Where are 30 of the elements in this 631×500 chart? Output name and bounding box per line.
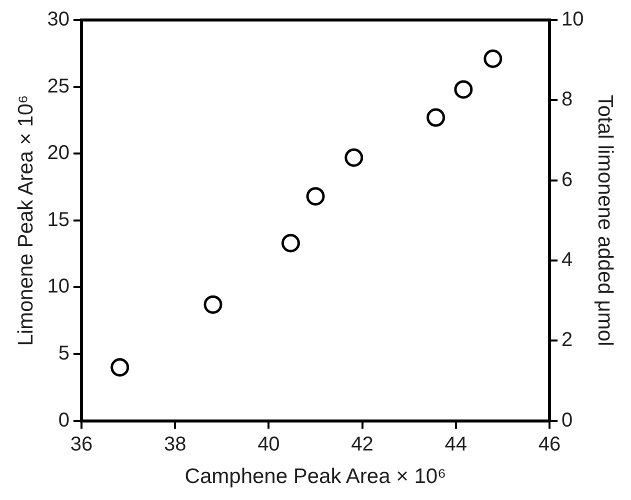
point xyxy=(454,80,473,99)
y-tick-label: 0 xyxy=(58,409,70,432)
point xyxy=(306,187,325,206)
y-tick-label: 15 xyxy=(47,208,70,231)
y-tick-label: 10 xyxy=(47,276,70,298)
x-tick-label: 46 xyxy=(538,433,561,456)
y-tick-label: 5 xyxy=(58,342,70,365)
y2-tick-label: 10 xyxy=(562,8,584,31)
y2-tick-label: 2 xyxy=(562,329,573,352)
x-tick-label: 38 xyxy=(164,433,186,456)
y-axis-title: Limonene Peak Area × 10⁶ xyxy=(14,94,38,346)
y2-tick-label: 8 xyxy=(562,88,573,111)
point xyxy=(484,49,502,68)
y-tick-label: 25 xyxy=(47,75,70,98)
y2-tick-label: 4 xyxy=(562,248,573,271)
y-tick-label: 20 xyxy=(47,142,70,164)
point xyxy=(204,295,222,314)
point xyxy=(281,234,300,252)
y-tick-label: 30 xyxy=(47,8,70,31)
point xyxy=(426,108,446,127)
y2-axis-title: Total limonene added μmol xyxy=(594,94,617,346)
y2-tick-label: 6 xyxy=(562,168,573,191)
x-tick-label: 42 xyxy=(351,433,374,456)
x-tick-label: 36 xyxy=(70,433,93,456)
point xyxy=(110,358,130,377)
y2-tick-label: 0 xyxy=(562,409,573,432)
x-tick-label: 44 xyxy=(444,433,468,456)
point xyxy=(344,148,364,167)
x-axis-title: Camphene Peak Area × 10⁶ xyxy=(184,465,446,488)
x-tick-label: 40 xyxy=(258,433,280,456)
